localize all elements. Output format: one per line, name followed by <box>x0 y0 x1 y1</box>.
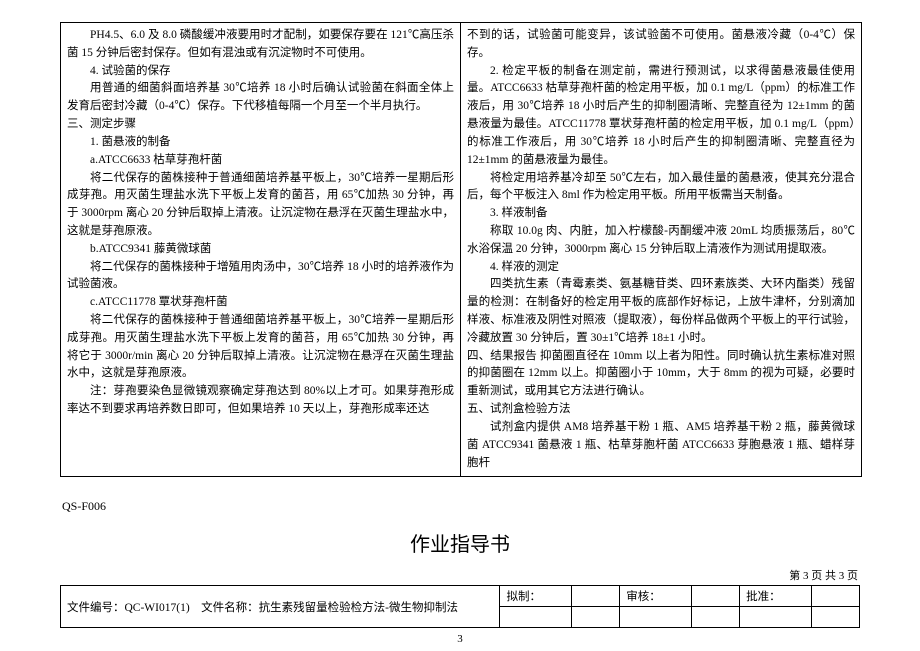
body-paragraph: 将二代保存的菌株接种于普通细菌培养基平板上，30℃培养一星期后形成芽孢。用灭菌生… <box>67 312 454 383</box>
footer-block: QS-F006 作业指导书 第 3 页 共 3 页 文件编号：QC-WI017(… <box>60 499 860 628</box>
body-paragraph: 五、试剂盒检验方法 <box>467 401 855 419</box>
approved-sig <box>740 607 812 628</box>
body-paragraph: 将检定用培养基冷却至 50℃左右，加入最佳量的菌悬液，使其充分混合后，每个平板注… <box>467 170 855 206</box>
meta-table: 文件编号：QC-WI017(1) 文件名称：抗生素残留量检验检方法-微生物抑制法… <box>60 585 860 628</box>
approved-sig-v <box>812 607 860 628</box>
body-paragraph: 不到的话，试验菌可能变异，该试验菌不可使用。菌悬液冷藏（0-4℃）保存。 <box>467 27 855 63</box>
body-paragraph: c.ATCC11778 覃状芽孢杆菌 <box>67 294 454 312</box>
reviewed-value <box>692 586 740 607</box>
drafted-sig-v <box>572 607 620 628</box>
body-paragraph: 称取 10.0g 肉、内脏，加入柠檬酸-丙酮缓冲液 20mL 均质振荡后，80℃… <box>467 223 855 259</box>
body-paragraph: 4. 试验菌的保存 <box>67 63 454 81</box>
body-paragraph: 2. 检定平板的制备在测定前，需进行预测试，以求得菌悬液最佳使用量。ATCC66… <box>467 63 855 170</box>
drafted-value <box>572 586 620 607</box>
work-instruction-title: 作业指导书 <box>60 528 860 557</box>
right-column: 不到的话，试验菌可能变异，该试验菌不可使用。菌悬液冷藏（0-4℃）保存。2. 检… <box>461 23 861 476</box>
body-paragraph: 将二代保存的菌株接种于普通细菌培养基平板上，30℃培养一星期后形成芽孢。用灭菌生… <box>67 170 454 241</box>
two-column-body: PH4.5、6.0 及 8.0 磷酸缓冲液要用时才配制，如要保存要在 121℃高… <box>60 22 862 477</box>
page-number: 3 <box>0 633 920 645</box>
doc-no-label: 文件编号： <box>67 602 125 614</box>
body-paragraph: 三、测定步骤 <box>67 116 454 134</box>
qs-code: QS-F006 <box>62 499 860 514</box>
body-paragraph: 用普通的细菌斜面培养基 30℃培养 18 小时后确认试验菌在斜面全体上发育后密封… <box>67 80 454 116</box>
approved-value <box>812 586 860 607</box>
doc-name-label: 文件名称： <box>201 602 259 614</box>
body-paragraph: PH4.5、6.0 及 8.0 磷酸缓冲液要用时才配制，如要保存要在 121℃高… <box>67 27 454 63</box>
left-column: PH4.5、6.0 及 8.0 磷酸缓冲液要用时才配制，如要保存要在 121℃高… <box>61 23 461 476</box>
body-paragraph: 1. 菌悬液的制备 <box>67 134 454 152</box>
body-paragraph: 四类抗生素（青霉素类、氨基糖苷类、四环素族类、大环内酯类）残留量的检测：在制备好… <box>467 276 855 347</box>
body-paragraph: 试剂盒内提供 AM8 培养基干粉 1 瓶、AM5 培养基干粉 2 瓶，藤黄微球菌… <box>467 419 855 472</box>
body-paragraph: 将二代保存的菌株接种于增殖用肉汤中，30℃培养 18 小时的培养液作为试验菌液。 <box>67 259 454 295</box>
body-paragraph: a.ATCC6633 枯草芽孢杆菌 <box>67 152 454 170</box>
page-count: 第 3 页 共 3 页 <box>60 567 858 583</box>
reviewed-label: 审核： <box>620 586 692 607</box>
body-paragraph: 3. 样液制备 <box>467 205 855 223</box>
body-paragraph: 注：芽孢要染色显微镜观察确定芽孢达到 80%以上才可。如果芽孢形成率达不到要求再… <box>67 383 454 419</box>
doc-name: 抗生素残留量检验检方法-微生物抑制法 <box>259 602 458 614</box>
doc-id-cell: 文件编号：QC-WI017(1) 文件名称：抗生素残留量检验检方法-微生物抑制法 <box>61 586 500 628</box>
drafted-sig <box>500 607 572 628</box>
reviewed-sig-v <box>692 607 740 628</box>
approved-label: 批准： <box>740 586 812 607</box>
doc-no: QC-WI017(1) <box>125 602 190 614</box>
body-paragraph: 四、结果报告 抑菌圈直径在 10mm 以上者为阳性。同时确认抗生素标准对照的抑菌… <box>467 348 855 401</box>
drafted-label: 拟制： <box>500 586 572 607</box>
reviewed-sig <box>620 607 692 628</box>
body-paragraph: 4. 样液的测定 <box>467 259 855 277</box>
body-paragraph: b.ATCC9341 藤黄微球菌 <box>67 241 454 259</box>
